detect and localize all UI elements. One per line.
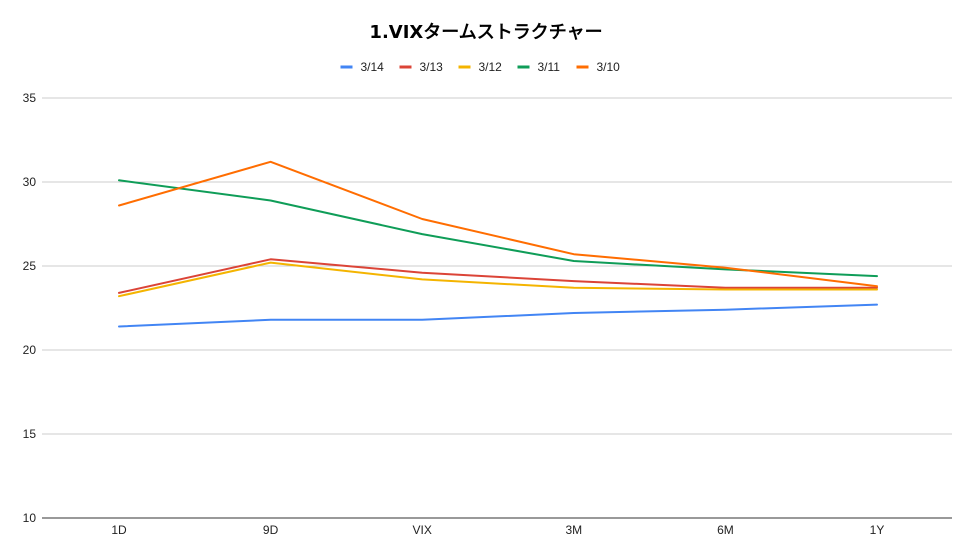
y-tick-label: 15	[23, 427, 37, 441]
legend: 3/14 3/13 3/12 3/11 3/10	[340, 60, 621, 74]
x-axis-ticks: 1D 9D VIX 3M 6M 1Y	[111, 523, 884, 537]
chart-title: 1.VIXタームストラクチャー	[369, 22, 602, 43]
series-line-3-12	[118, 261, 878, 298]
series-line-3-13	[118, 258, 878, 294]
legend-item-3-10[interactable]: 3/10	[576, 60, 621, 74]
legend-item-3-14[interactable]: 3/14	[340, 60, 385, 74]
legend-label: 3/14	[361, 60, 385, 74]
y-tick-label: 35	[23, 91, 37, 105]
legend-label: 3/12	[479, 60, 503, 74]
legend-item-3-11[interactable]: 3/11	[517, 60, 561, 74]
x-tick-label: 1D	[111, 523, 127, 537]
y-axis-ticks: 10 15 20 25 30 35	[23, 91, 37, 525]
series-line-3-10	[118, 160, 878, 288]
y-tick-label: 10	[23, 511, 37, 525]
x-tick-label: 1Y	[870, 523, 885, 537]
legend-item-3-12[interactable]: 3/12	[458, 60, 503, 74]
x-tick-label: 6M	[717, 523, 734, 537]
legend-item-3-13[interactable]: 3/13	[399, 60, 444, 74]
series-line-3-11	[118, 179, 878, 278]
y-tick-label: 30	[23, 175, 37, 189]
x-tick-label: 3M	[565, 523, 582, 537]
y-tick-label: 25	[23, 259, 37, 273]
gridlines	[42, 97, 952, 519]
legend-label: 3/11	[538, 60, 561, 74]
x-tick-label: VIX	[413, 523, 432, 537]
legend-label: 3/10	[597, 60, 621, 74]
series-lines	[118, 160, 878, 328]
x-tick-label: 9D	[263, 523, 279, 537]
y-tick-label: 20	[23, 343, 37, 357]
series-line-3-14	[118, 303, 878, 328]
legend-label: 3/13	[420, 60, 444, 74]
